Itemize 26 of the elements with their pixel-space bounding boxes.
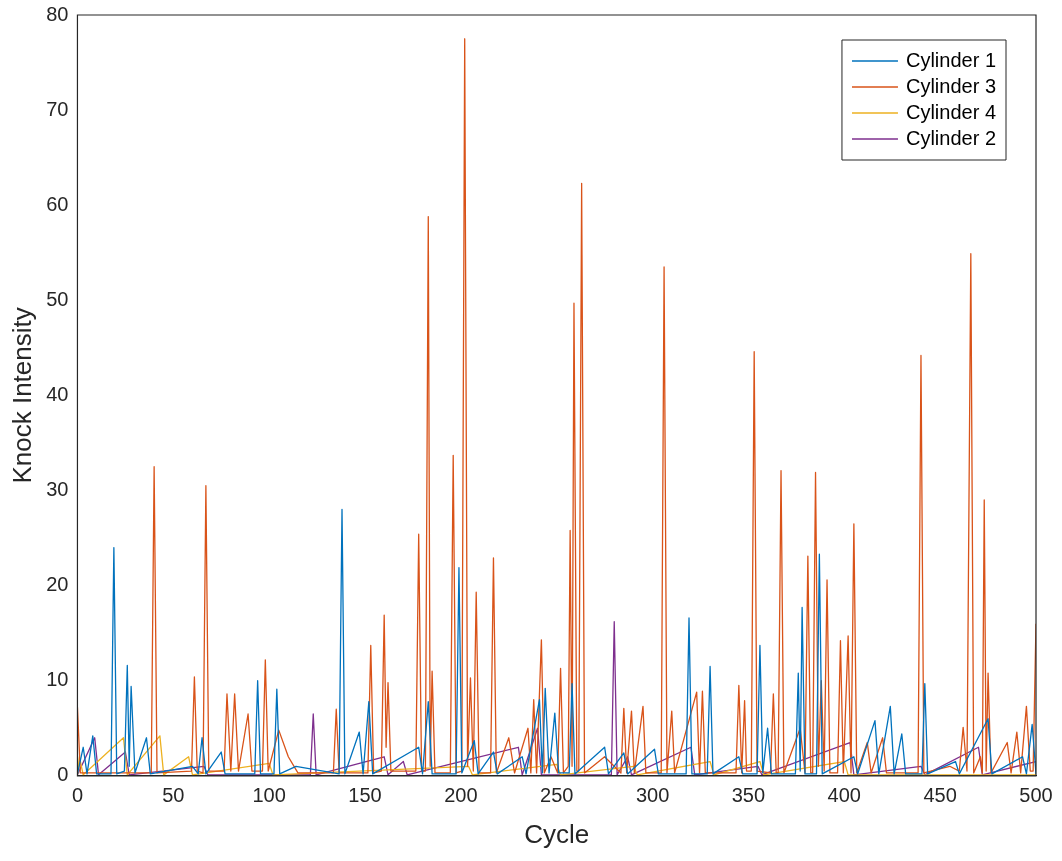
x-tick-label: 250 xyxy=(540,784,574,807)
x-axis-title: Cycle xyxy=(524,818,590,849)
legend-label: Cylinder 1 xyxy=(905,48,997,71)
x-tick-label: 0 xyxy=(71,784,84,807)
legend-label: Cylinder 2 xyxy=(905,126,997,149)
x-tick-label: 300 xyxy=(635,784,670,807)
y-tick-label: 70 xyxy=(46,97,69,120)
x-tick-label: 50 xyxy=(162,784,185,807)
y-tick-label: 60 xyxy=(46,192,69,215)
y-tick-label: 0 xyxy=(57,763,69,786)
x-tick-label: 200 xyxy=(444,784,478,807)
y-tick-label: 80 xyxy=(46,2,69,25)
y-tick-label: 50 xyxy=(46,287,69,310)
x-tick-label: 150 xyxy=(348,784,382,807)
x-tick-label: 400 xyxy=(827,784,861,807)
y-tick-label: 20 xyxy=(46,573,69,596)
y-tick-label: 30 xyxy=(46,478,69,501)
legend-label: Cylinder 4 xyxy=(905,100,997,123)
legend-label: Cylinder 3 xyxy=(905,74,997,97)
x-tick-label: 350 xyxy=(731,784,766,807)
x-tick-label: 450 xyxy=(923,784,957,807)
y-tick-label: 10 xyxy=(46,668,69,691)
x-tick-label: 100 xyxy=(252,784,286,807)
y-tick-label: 40 xyxy=(46,382,69,405)
y-axis-title: Knock Intensity xyxy=(6,307,37,484)
x-tick-label: 500 xyxy=(1019,784,1053,807)
